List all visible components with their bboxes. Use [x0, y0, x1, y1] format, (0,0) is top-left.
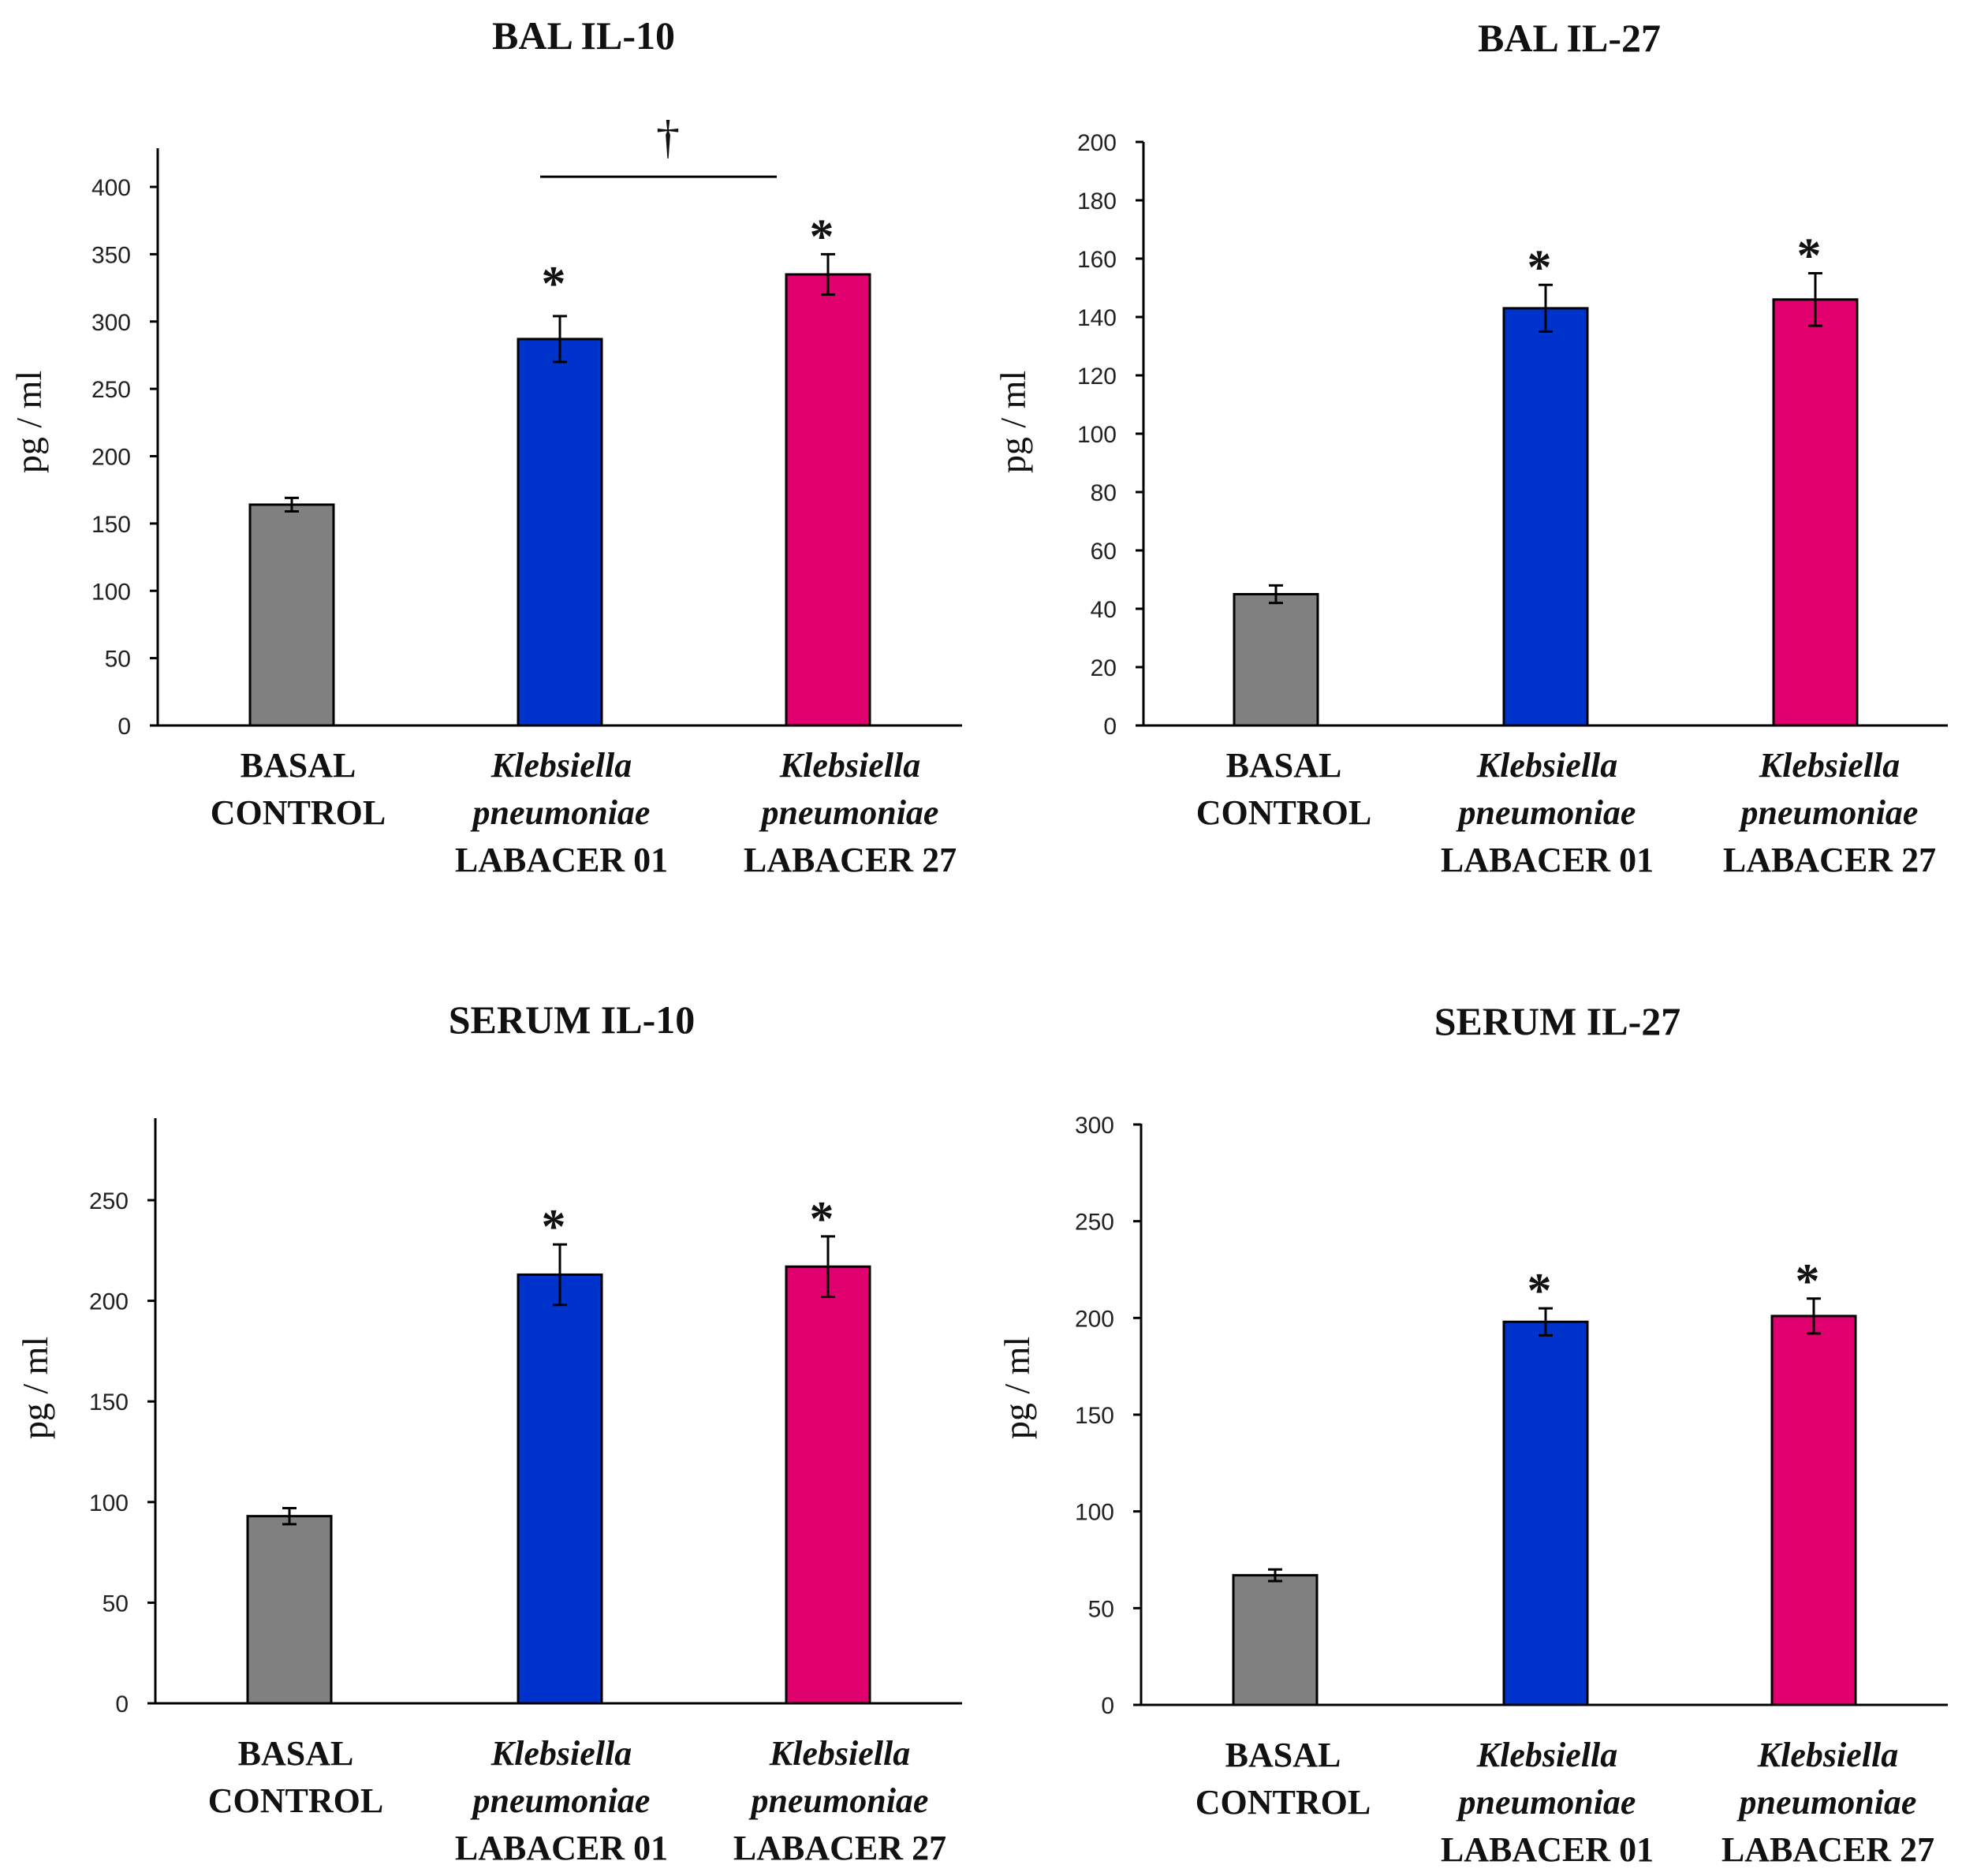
category-label: BASAL: [1225, 1736, 1341, 1774]
y-tick-label: 0: [117, 714, 131, 740]
y-tick-label: 200: [1075, 1306, 1114, 1332]
category-label: Klebsiella: [490, 1734, 632, 1773]
y-tick-label: 180: [1077, 188, 1117, 214]
y-axis-label: pg / ml: [993, 371, 1033, 473]
category-label: Klebsiella: [1757, 1736, 1898, 1774]
category-label: LABACER 01: [1441, 1830, 1654, 1869]
bar-1: [246, 1515, 333, 1705]
y-tick-label: 150: [1075, 1403, 1114, 1429]
chart-panel-3: SERUM IL-10 pg / ml 0 50 100 150 200 250 BASAL CO…: [15, 998, 962, 1867]
bar-3: [1770, 1315, 1857, 1706]
category-label: pneumoniae: [470, 793, 651, 832]
significance-marker: *: [1527, 1264, 1552, 1318]
y-tick-label: 40: [1091, 597, 1117, 623]
y-tick-label: 200: [1077, 130, 1117, 156]
chart-title: SERUM IL-27: [1434, 999, 1681, 1043]
chart-panel-2: BAL IL-27 pg / ml 0 20 40 60 80 100 120 140 160 180…: [993, 16, 1948, 879]
category-label: CONTROL: [211, 793, 386, 832]
y-tick-label: 250: [89, 1188, 129, 1214]
bar-1: [1232, 1574, 1319, 1706]
significance-marker: *: [810, 210, 834, 263]
y-tick-label: 100: [1077, 422, 1117, 448]
y-tick-label: 0: [115, 1691, 129, 1717]
y-tick-label: 400: [91, 175, 131, 201]
category-label: LABACER 27: [733, 1829, 946, 1867]
category-label: LABACER 27: [1721, 1830, 1934, 1869]
chart-title: BAL IL-27: [1478, 16, 1661, 60]
bar-2: [1502, 307, 1589, 727]
category-label: LABACER 27: [1723, 841, 1936, 879]
y-tick-label: 0: [1103, 714, 1117, 740]
category-label: pneumoniae: [470, 1781, 651, 1820]
y-tick-label: 140: [1077, 305, 1117, 331]
y-axis-label: pg / ml: [9, 371, 49, 473]
y-tick-label: 100: [1075, 1500, 1114, 1526]
y-axis-label: pg / ml: [997, 1337, 1037, 1439]
category-label: pneumoniae: [1736, 1783, 1917, 1822]
category-label: pneumoniae: [1738, 793, 1919, 832]
bar-1: [1233, 593, 1319, 727]
y-tick-label: 150: [89, 1389, 129, 1415]
category-label: BASAL: [241, 746, 356, 785]
y-tick-label: 100: [89, 1490, 129, 1516]
bar-3: [785, 1265, 871, 1705]
category-label: LABACER 27: [744, 841, 957, 879]
category-label: pneumoniae: [1456, 793, 1636, 832]
significance-marker: *: [1527, 241, 1552, 294]
y-tick-label: 50: [103, 1591, 129, 1617]
y-tick-label: 250: [91, 377, 131, 403]
category-label: LABACER 01: [1441, 841, 1654, 879]
y-tick-label: 50: [1088, 1596, 1114, 1622]
chart-title: BAL IL-10: [492, 13, 675, 58]
y-tick-label: 60: [1091, 539, 1117, 565]
category-label: Klebsiella: [1759, 746, 1900, 785]
y-tick-label: 80: [1091, 480, 1117, 506]
significance-marker: *: [1796, 1255, 1820, 1308]
category-label: pneumoniae: [759, 793, 939, 832]
significance-marker: *: [810, 1192, 834, 1246]
y-axis-label: pg / ml: [15, 1337, 55, 1439]
category-label: Klebsiella: [1476, 746, 1617, 785]
bar-2: [1502, 1320, 1589, 1706]
category-label: CONTROL: [1196, 793, 1371, 832]
bar-2: [517, 338, 603, 727]
category-label: Klebsiella: [490, 746, 632, 785]
category-label: CONTROL: [208, 1781, 383, 1820]
category-label: pneumoniae: [748, 1781, 929, 1820]
significance-marker: *: [542, 257, 566, 311]
bar-1: [248, 503, 335, 727]
y-tick-label: 20: [1091, 655, 1117, 681]
y-tick-label: 120: [1077, 364, 1117, 390]
y-tick-label: 300: [1075, 1113, 1114, 1139]
chart-panel-4: SERUM IL-27 pg / ml 0 50 100 150 200 250 300 BASA…: [997, 999, 1948, 1869]
y-tick-label: 100: [91, 579, 131, 605]
y-tick-label: 350: [91, 242, 131, 268]
category-label: Klebsiella: [1476, 1736, 1617, 1774]
significance-marker: *: [542, 1200, 566, 1254]
y-tick-label: 250: [1075, 1210, 1114, 1236]
y-tick-label: 200: [91, 445, 131, 471]
category-label: BASAL: [1226, 746, 1342, 785]
category-label: CONTROL: [1195, 1783, 1371, 1822]
dagger-marker: †: [656, 111, 680, 163]
significance-marker: *: [1797, 229, 1822, 283]
chart-title: SERUM IL-10: [449, 998, 696, 1042]
category-label: LABACER 01: [455, 841, 668, 879]
bar-3: [785, 273, 871, 727]
y-tick-label: 300: [91, 310, 131, 336]
category-label: BASAL: [238, 1734, 354, 1773]
bar-2: [517, 1273, 603, 1705]
category-label: Klebsiella: [779, 746, 920, 785]
bar-3: [1772, 298, 1859, 727]
y-tick-label: 50: [105, 647, 131, 673]
category-label: Klebsiella: [769, 1734, 910, 1773]
category-label: pneumoniae: [1456, 1783, 1636, 1822]
y-tick-label: 0: [1101, 1693, 1114, 1719]
category-label: LABACER 01: [455, 1829, 668, 1867]
y-tick-label: 160: [1077, 247, 1117, 273]
y-tick-label: 200: [89, 1289, 129, 1315]
y-tick-label: 150: [91, 512, 131, 538]
chart-panel-1: BAL IL-10 pg / ml 0 50 100 150 200 250 300 350 400…: [9, 13, 962, 879]
